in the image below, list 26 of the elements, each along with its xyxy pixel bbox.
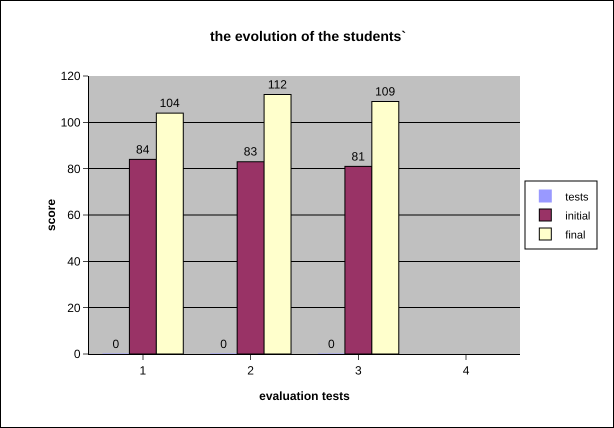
y-tick-label: 100 (60, 116, 81, 130)
y-axis-title: score (44, 198, 58, 232)
y-tick-label: 0 (74, 347, 81, 362)
y-tick-label: 60 (67, 208, 81, 222)
y-tick-label: 20 (67, 300, 81, 315)
data-label: 109 (375, 84, 396, 98)
chart-title: the evolution of the students` (210, 28, 406, 44)
data-label: 0 (112, 337, 120, 351)
x-tick-label: 2 (247, 363, 254, 378)
data-label: 0 (220, 337, 228, 351)
legend-label: initial (565, 210, 590, 222)
y-tick-label: 40 (67, 254, 81, 269)
x-tick-label: 1 (140, 363, 147, 378)
y-tick-label: 80 (67, 162, 81, 176)
legend-label: final (565, 229, 586, 242)
legend-label: tests (565, 191, 590, 204)
x-axis-title: evaluation tests (259, 389, 350, 403)
y-tick-label: 120 (60, 69, 81, 84)
data-label: 0 (328, 337, 335, 351)
data-label: 112 (268, 78, 288, 92)
data-label: 81 (352, 149, 366, 164)
x-tick-label: 4 (462, 363, 470, 378)
data-label: 84 (136, 142, 150, 156)
data-label: 83 (244, 144, 258, 159)
data-label: 104 (160, 96, 180, 110)
x-tick-label: 3 (355, 363, 362, 378)
